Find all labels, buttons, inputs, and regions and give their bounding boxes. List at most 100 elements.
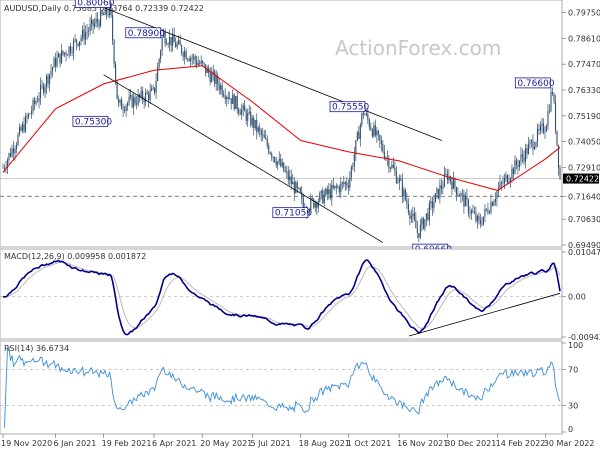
candle-body: [328, 189, 330, 194]
ma-line: [2, 65, 561, 191]
candle-body: [356, 132, 358, 141]
candle-body: [116, 80, 118, 99]
x-tick-label: 20 May 2021: [200, 439, 252, 448]
candle-body: [536, 128, 539, 143]
candle-body: [460, 193, 462, 197]
candle-body: [184, 51, 186, 57]
candle-body: [196, 60, 198, 65]
candle-body: [286, 171, 288, 172]
candle-body: [122, 109, 124, 111]
price-label: 0.78900: [128, 29, 165, 39]
candle-body: [436, 188, 438, 194]
candle-body: [547, 110, 549, 127]
candle-body: [514, 160, 516, 175]
candle-body: [77, 43, 79, 46]
candle-body: [57, 53, 60, 58]
price-tick-label: 0.75190: [568, 112, 600, 121]
candle-body: [226, 97, 228, 99]
candle-body: [227, 97, 229, 99]
candle-body: [437, 188, 439, 199]
candle-body: [76, 39, 78, 44]
candle-body: [550, 91, 552, 112]
candle-body: [485, 208, 487, 210]
candle-body: [137, 94, 139, 105]
candle-body: [194, 56, 196, 61]
candle-body: [68, 46, 70, 56]
candle-body: [89, 24, 91, 31]
candle-body: [523, 156, 525, 162]
x-tick-label: 30 Mar 2022: [544, 439, 595, 448]
candle-body: [469, 212, 471, 214]
candle-body: [410, 215, 412, 219]
candle-body: [386, 157, 388, 159]
candle-body: [212, 71, 214, 74]
macd-tick-label: 0.00: [568, 293, 586, 302]
candle-body: [488, 212, 490, 214]
candle-body: [53, 58, 55, 68]
candle-body: [275, 161, 277, 166]
candle-body: [62, 50, 64, 55]
candle-body: [352, 166, 354, 168]
watermark: ActionForex.com: [335, 36, 501, 60]
candle-body: [544, 131, 546, 133]
candle-body: [188, 59, 190, 62]
price-tick-label: 0.78610: [568, 34, 600, 43]
candle-body: [95, 18, 97, 24]
candle-body: [39, 84, 42, 99]
candle-body: [253, 117, 255, 129]
candle-body: [236, 96, 238, 110]
candle-body: [244, 105, 246, 112]
candle-body: [377, 130, 379, 135]
rsi-tick-label: 30: [568, 401, 578, 410]
candle-body: [277, 161, 279, 166]
x-tick-label: 6 Apr 2021: [152, 439, 196, 448]
candle-body: [415, 219, 417, 229]
macd-title: MACD(12,26,9) 0.009958 0.001872: [4, 252, 146, 261]
candle-body: [167, 44, 169, 46]
candle-body: [170, 37, 172, 46]
candle-body: [493, 201, 495, 206]
candle-body: [134, 97, 136, 104]
price-label: 0.71050: [275, 209, 312, 219]
candle-body: [130, 95, 132, 97]
price-label-box: [514, 77, 551, 89]
candle-body: [220, 85, 222, 90]
macd-ticks: 0.010474 0.00 -0.009426: [0, 248, 600, 342]
candle-body: [494, 198, 496, 202]
candle-body: [440, 185, 442, 189]
candle-body: [500, 182, 502, 183]
candle-body: [557, 144, 560, 168]
candle-body: [392, 164, 394, 168]
candle-body: [538, 128, 540, 131]
candle-body: [398, 178, 400, 183]
candle-body: [18, 127, 21, 135]
candle-body: [308, 210, 310, 213]
candle-body: [556, 130, 558, 145]
candle-body: [293, 181, 295, 194]
candle-body: [107, 14, 109, 16]
candle-body: [367, 113, 369, 120]
x-tick-label: 5 Jul 2021: [251, 439, 291, 448]
candle-body: [506, 175, 509, 184]
price-tick-label: 0.76330: [568, 86, 600, 95]
candle-body: [224, 96, 226, 99]
candle-body: [152, 87, 154, 89]
candle-body: [101, 11, 103, 15]
candle-body: [463, 193, 465, 207]
candle-body: [262, 134, 264, 136]
candle-body: [65, 52, 67, 56]
candle-body: [142, 91, 144, 100]
current-price-label: 0.72422: [566, 175, 599, 184]
candle-body: [473, 212, 475, 214]
candle-body: [331, 185, 333, 199]
candle-body: [155, 80, 157, 93]
candle-body: [245, 111, 247, 121]
candle-body: [416, 228, 418, 234]
candle-body: [64, 52, 66, 55]
candle-body: [340, 182, 342, 193]
candle-body: [395, 171, 397, 183]
candle-body: [104, 7, 106, 16]
candle-body: [112, 15, 114, 41]
price-ticks: 0.79750 0.78610 0.77470 0.76330 0.75190 0.740…: [0, 9, 600, 250]
candle-body: [457, 194, 459, 196]
